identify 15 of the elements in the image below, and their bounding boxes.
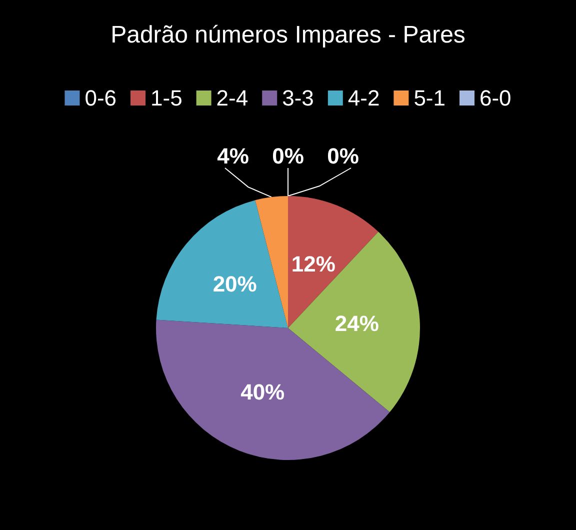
legend-label: 0-6 xyxy=(84,86,117,110)
legend-label: 6-0 xyxy=(479,86,512,110)
data-label: 4% xyxy=(217,144,249,168)
legend-label: 2-4 xyxy=(216,86,248,110)
data-label: 20% xyxy=(212,272,257,297)
legend-label: 5-1 xyxy=(414,86,446,110)
legend-label: 3-3 xyxy=(282,86,314,110)
legend-label: 1-5 xyxy=(150,86,182,110)
text: 0% xyxy=(272,144,304,168)
data-label: 12% xyxy=(291,251,336,276)
data-label: 40% xyxy=(240,380,285,405)
text: 0% xyxy=(327,144,359,168)
legend-label: 4-2 xyxy=(348,86,380,110)
chart-title: Padrão números Impares - Pares xyxy=(110,22,466,48)
data-label: 24% xyxy=(334,311,379,336)
